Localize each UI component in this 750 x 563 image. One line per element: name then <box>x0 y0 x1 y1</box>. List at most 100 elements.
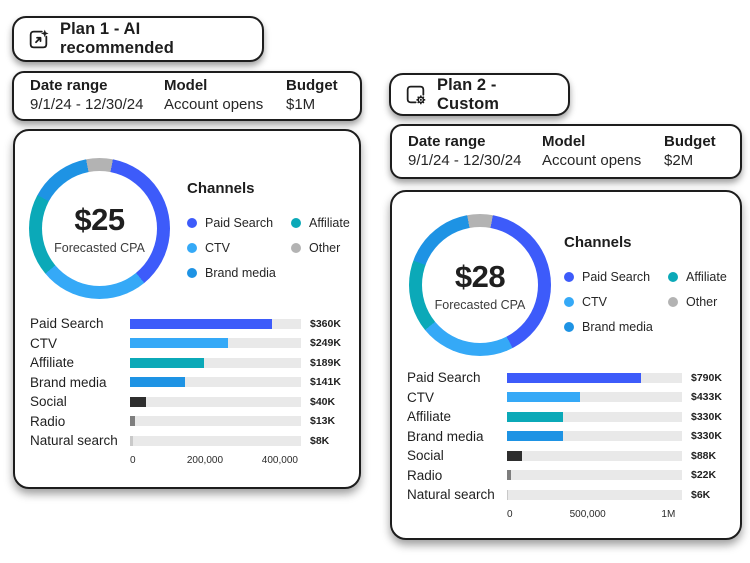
plan1-cpa-donut-chart: $25 Forecasted CPA <box>29 158 170 299</box>
legend-color-dot <box>187 242 197 253</box>
bar-category-label: Paid Search <box>30 316 104 332</box>
bar-value-label: $360K <box>310 317 341 330</box>
bar-category-label: Paid Search <box>407 370 481 386</box>
bar-fill <box>507 372 641 383</box>
bar-track <box>130 416 301 427</box>
bar-category-label: Radio <box>407 467 443 483</box>
bar-track <box>507 411 682 422</box>
bar-category-label: CTV <box>407 389 434 405</box>
legend-label: Paid Search <box>205 215 274 230</box>
bar-value-label: $249K <box>310 337 341 350</box>
bar-row-paid-search: Paid Search $790K <box>407 368 732 388</box>
legend-title: Channels <box>187 180 255 197</box>
legend-item: Other <box>291 235 350 260</box>
plan2-model: Model Account opens <box>542 133 664 171</box>
legend-color-dot <box>187 267 197 278</box>
bar-category-label: Natural search <box>407 487 495 503</box>
legend-item: Brand media <box>564 314 668 339</box>
legend-label: Brand media <box>205 265 276 280</box>
meta-value: 9/1/24 - 12/30/24 <box>30 96 144 113</box>
bar-value-label: $433K <box>691 391 722 404</box>
bar-category-label: Social <box>407 448 444 464</box>
meta-value: Account opens <box>542 151 642 169</box>
legend-color-dot <box>564 296 574 307</box>
meta-value: $1M <box>286 96 316 113</box>
bar-fill <box>507 470 511 481</box>
bar-fill <box>507 392 581 403</box>
legend-color-dot <box>187 217 197 228</box>
plan2-results-card: $28 Forecasted CPA Channels Paid Search C… <box>390 190 742 540</box>
donut-center: $25 Forecasted CPA <box>42 171 157 286</box>
bar-track <box>130 338 301 349</box>
plan2-meta-bar: Date range 9/1/24 - 12/30/24 Model Accou… <box>390 124 742 179</box>
legend-title: Channels <box>564 234 632 251</box>
bar-track <box>507 450 682 461</box>
meta-label: Model <box>542 132 586 150</box>
legend-color-dot <box>668 296 678 307</box>
ai-sparkle-icon <box>29 29 49 48</box>
axis-tick-label: 400,000 <box>261 454 298 466</box>
meta-label: Budget <box>286 77 338 95</box>
bar-row-natural-search: Natural search $8K <box>30 431 351 451</box>
legend-color-dot <box>291 242 301 253</box>
meta-label: Budget <box>664 132 716 150</box>
bar-value-label: $790K <box>691 371 722 384</box>
legend-label: Paid Search <box>582 269 651 284</box>
bar-chart-x-axis: 0 500,000 1M <box>507 508 675 522</box>
bar-value-label: $189K <box>310 356 341 369</box>
bar-fill <box>130 357 205 368</box>
bar-fill <box>130 435 134 446</box>
bar-value-label: $6K <box>691 488 711 501</box>
bar-track <box>130 377 301 388</box>
meta-value: $2M <box>664 151 694 169</box>
legend-item: CTV <box>564 289 668 314</box>
plan1-results-card: $25 Forecasted CPA Channels Paid Search C… <box>13 129 361 489</box>
bar-fill <box>130 338 228 349</box>
bar-track <box>507 431 682 442</box>
plan1-meta-bar: Date range 9/1/24 - 12/30/24 Model Accou… <box>12 71 362 121</box>
meta-label: Date range <box>30 77 108 95</box>
bar-track <box>130 435 301 446</box>
legend-color-dot <box>564 321 574 332</box>
bar-category-label: Brand media <box>407 428 484 444</box>
bar-value-label: $330K <box>691 430 722 443</box>
bar-fill <box>130 416 136 427</box>
bar-track <box>507 372 682 383</box>
bar-value-label: $13K <box>310 415 336 428</box>
bar-category-label: Social <box>30 394 67 410</box>
legend-label: Affiliate <box>309 215 350 230</box>
axis-tick-label: 500,000 <box>569 508 606 520</box>
bar-value-label: $330K <box>691 410 722 423</box>
bar-fill <box>130 396 146 407</box>
legend-item: Paid Search <box>564 264 668 289</box>
bar-row-paid-search: Paid Search $360K <box>30 314 351 334</box>
bar-track <box>507 470 682 481</box>
legend-column: Affiliate Other <box>291 210 350 285</box>
bar-category-label: Affiliate <box>407 409 452 425</box>
bar-fill <box>130 377 186 388</box>
legend-color-dot <box>668 271 678 282</box>
bar-row-brand-media: Brand media $330K <box>407 427 732 447</box>
bar-track <box>130 396 301 407</box>
bar-fill <box>507 489 508 500</box>
legend-label: Other <box>309 240 341 255</box>
bar-chart-x-axis: 0 200,000 400,000 <box>130 454 298 468</box>
plan2-channel-legend: Channels Paid Search CTV Brand media Affili… <box>564 234 736 339</box>
plan2-selector-chip[interactable]: Plan 2 - Custom <box>389 73 570 116</box>
forecasted-cpa-label: Forecasted CPA <box>54 241 145 255</box>
meta-value: Account opens <box>164 96 264 113</box>
bar-category-label: Natural search <box>30 433 118 449</box>
plan1-date-range: Date range 9/1/24 - 12/30/24 <box>30 77 164 115</box>
legend-label: Affiliate <box>686 269 727 284</box>
axis-tick-label: 0 <box>130 454 136 466</box>
legend-column: Affiliate Other <box>668 264 727 339</box>
bar-category-label: Brand media <box>30 374 107 390</box>
bar-row-natural-search: Natural search $6K <box>407 485 732 505</box>
plan1-selector-chip[interactable]: Plan 1 - AI recommended <box>12 16 264 62</box>
plan1-title: Plan 1 - AI recommended <box>60 20 174 57</box>
legend-column: Paid Search CTV Brand media <box>564 264 668 339</box>
bar-fill <box>507 411 563 422</box>
bar-value-label: $40K <box>310 395 336 408</box>
plan2-channel-bar-chart: Paid Search $790K CTV $433K Affiliate $330K Br… <box>407 368 732 522</box>
bar-value-label: $22K <box>691 469 717 482</box>
